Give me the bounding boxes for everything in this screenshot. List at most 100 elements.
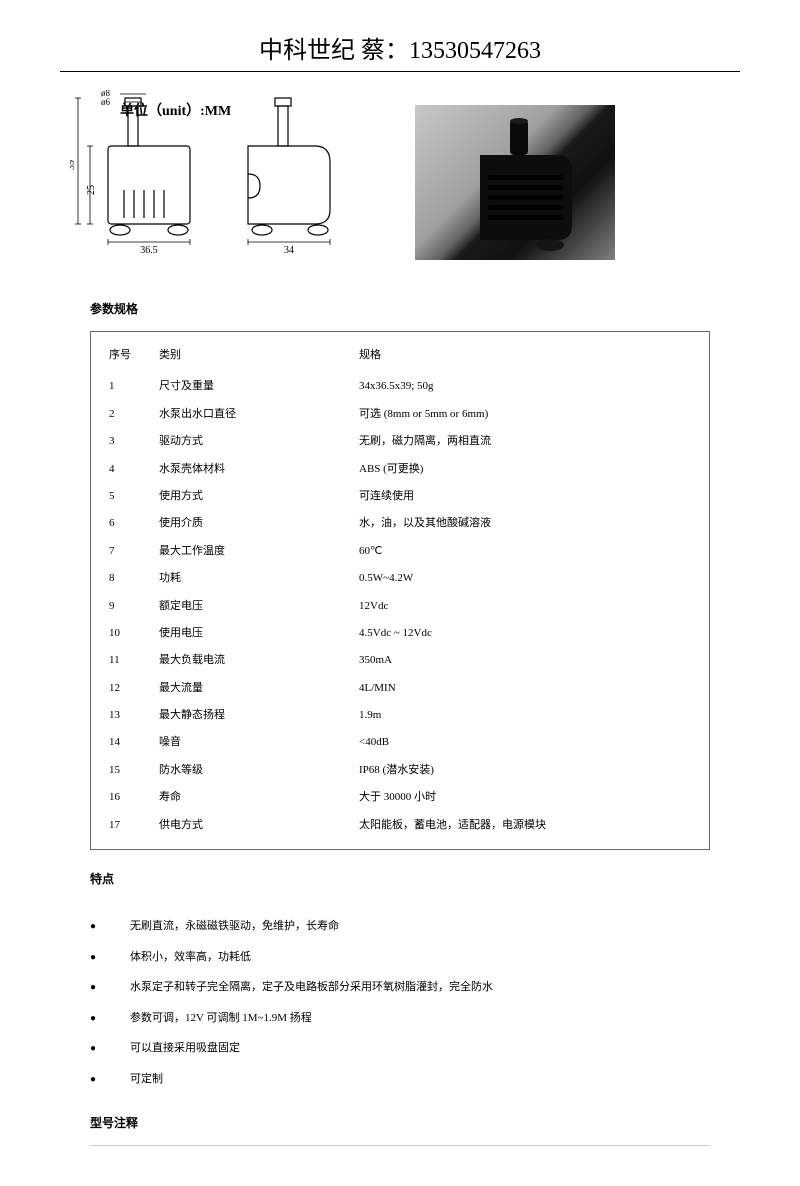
list-item: ●体积小，效率高，功耗低 [90,942,710,973]
cell-category: 使用方式 [159,489,359,504]
bullet-icon: ● [90,1072,130,1087]
cell-category: 使用介质 [159,516,359,531]
bullet-icon: ● [90,919,130,934]
col-header-index: 序号 [109,348,159,363]
pump-photo-svg [470,115,580,255]
product-photo [415,105,615,260]
feature-text: 无刷直流，永磁磁铁驱动，免维护，长寿命 [130,918,710,935]
cell-value: 0.5W~4.2W [359,571,691,586]
table-row: 13最大静态扬程1.9m [109,702,691,729]
cell-index: 4 [109,462,159,477]
spec-table: 序号 类别 规格 1尺寸及重量34x36.5x39; 50g2水泵出水口直径可选… [90,331,710,850]
cell-category: 寿命 [159,790,359,805]
table-row: 7最大工作温度60℃ [109,538,691,565]
list-item: ●可以直接采用吸盘固定 [90,1033,710,1064]
cell-category: 水泵出水口直径 [159,407,359,422]
unit-label: 单位（unit）:MM [120,100,231,120]
cell-index: 14 [109,735,159,750]
cell-index: 10 [109,626,159,641]
table-row: 10使用电压4.5Vdc ~ 12Vdc [109,620,691,647]
cell-category: 最大负载电流 [159,653,359,668]
table-row: 4水泵壳体材料ABS (可更换) [109,456,691,483]
col-header-value: 规格 [359,348,691,363]
image-row: 单位（unit）:MM [60,90,740,260]
model-section-title: 型号注释 [90,1114,740,1131]
table-row: 16寿命大于 30000 小时 [109,784,691,811]
cell-category: 尺寸及重量 [159,379,359,394]
cell-category: 额定电压 [159,599,359,614]
table-row: 15防水等级IP68 (潜水安装) [109,757,691,784]
cell-value: 1.9m [359,708,691,723]
table-row: 6使用介质水，油，以及其他酸碱溶液 [109,510,691,537]
side-view-svg: 34 [230,90,345,260]
cell-index: 5 [109,489,159,504]
cell-index: 8 [109,571,159,586]
cell-value: 水，油，以及其他酸碱溶液 [359,516,691,531]
spec-header-row: 序号 类别 规格 [109,342,691,373]
features-section-title: 特点 [90,870,740,887]
technical-drawing: 单位（unit）:MM [70,90,345,260]
cell-value: 4.5Vdc ~ 12Vdc [359,626,691,641]
bullet-icon: ● [90,950,130,965]
cell-index: 9 [109,599,159,614]
cell-category: 最大工作温度 [159,544,359,559]
feature-text: 可定制 [130,1071,710,1088]
feature-text: 可以直接采用吸盘固定 [130,1040,710,1057]
bullet-icon: ● [90,980,130,995]
svg-text:25: 25 [86,185,97,195]
table-row: 3驱动方式无刷，磁力隔离，两相直流 [109,428,691,455]
cell-category: 供电方式 [159,818,359,833]
cell-category: 最大流量 [159,681,359,696]
table-row: 5使用方式可连续使用 [109,483,691,510]
bullet-icon: ● [90,1041,130,1056]
svg-text:36.5: 36.5 [140,245,158,256]
list-item: ●参数可调，12V 可调制 1M~1.9M 扬程 [90,1003,710,1034]
cell-index: 12 [109,681,159,696]
cell-value: 4L/MIN [359,681,691,696]
col-header-category: 类别 [159,348,359,363]
cell-value: 太阳能板，蓄电池，适配器，电源模块 [359,818,691,833]
bullet-icon: ● [90,1011,130,1026]
list-item: ●水泵定子和转子完全隔离，定子及电路板部分采用环氧树脂灌封，完全防水 [90,972,710,1003]
cell-value: IP68 (潜水安装) [359,763,691,778]
cell-value: 可选 (8mm or 5mm or 6mm) [359,407,691,422]
cell-category: 最大静态扬程 [159,708,359,723]
bottom-rule [90,1145,710,1146]
table-row: 8功耗0.5W~4.2W [109,565,691,592]
table-row: 14噪音<40dB [109,729,691,756]
cell-category: 功耗 [159,571,359,586]
cell-category: 水泵壳体材料 [159,462,359,477]
cell-value: 无刷，磁力隔离，两相直流 [359,434,691,449]
cell-index: 13 [109,708,159,723]
cell-index: 2 [109,407,159,422]
cell-value: ABS (可更换) [359,462,691,477]
table-row: 12最大流量4L/MIN [109,675,691,702]
cell-index: 15 [109,763,159,778]
cell-category: 使用电压 [159,626,359,641]
page-title: 中科世纪 蔡：13530547263 [60,30,740,72]
feature-text: 水泵定子和转子完全隔离，定子及电路板部分采用环氧树脂灌封，完全防水 [130,979,710,996]
list-item: ●无刷直流，永磁磁铁驱动，免维护，长寿命 [90,911,710,942]
feature-text: 参数可调，12V 可调制 1M~1.9M 扬程 [130,1010,710,1027]
cell-category: 噪音 [159,735,359,750]
svg-text:39: 39 [70,160,77,170]
cell-value: 可连续使用 [359,489,691,504]
table-row: 17供电方式太阳能板，蓄电池，适配器，电源模块 [109,812,691,839]
feature-text: 体积小，效率高，功耗低 [130,949,710,966]
cell-index: 6 [109,516,159,531]
table-row: 9额定电压12Vdc [109,593,691,620]
cell-value: 60℃ [359,544,691,559]
cell-value: 34x36.5x39; 50g [359,379,691,394]
svg-text:ø6: ø6 [101,97,111,107]
spec-section-title: 参数规格 [90,300,740,317]
cell-category: 防水等级 [159,763,359,778]
features-list: ●无刷直流，永磁磁铁驱动，免维护，长寿命●体积小，效率高，功耗低●水泵定子和转子… [90,901,710,1094]
cell-index: 17 [109,818,159,833]
cell-value: 大于 30000 小时 [359,790,691,805]
cell-index: 7 [109,544,159,559]
cell-value: 12Vdc [359,599,691,614]
cell-index: 16 [109,790,159,805]
cell-value: 350mA [359,653,691,668]
cell-category: 驱动方式 [159,434,359,449]
cell-index: 11 [109,653,159,668]
